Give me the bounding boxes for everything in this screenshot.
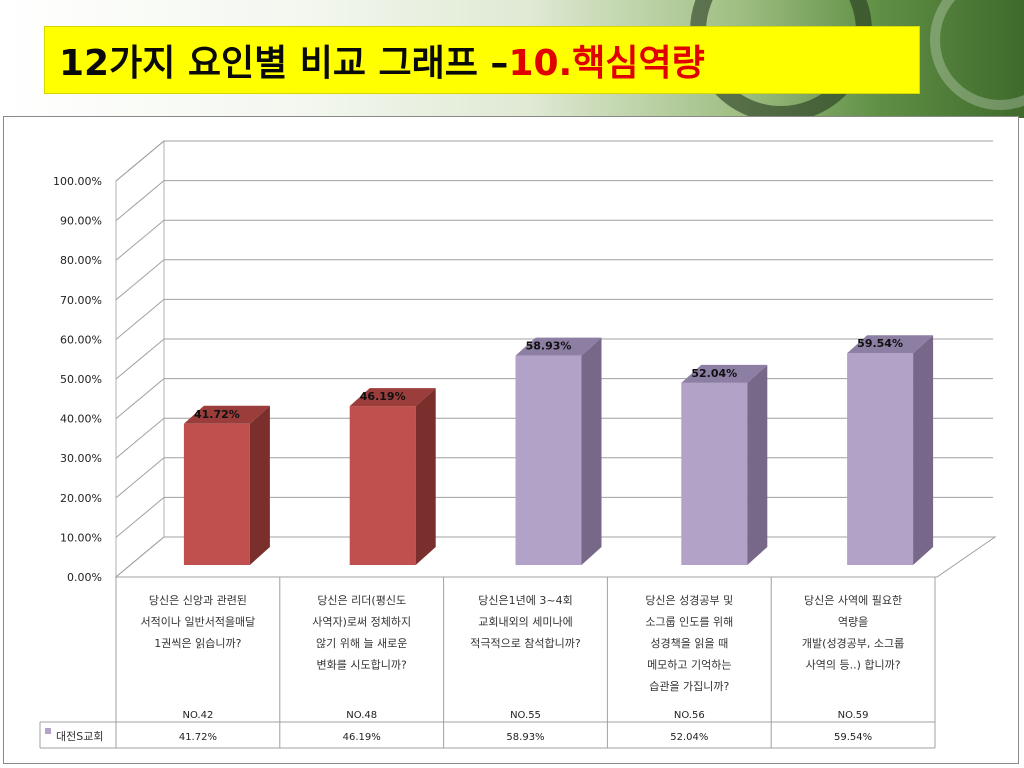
category-label-line: 서적이나 일반서적을매달 [140,615,255,629]
gridline-diagonal [115,299,165,340]
table-value: 59.54% [834,732,872,743]
category-label-line: 사역의 등..) 합니까? [806,659,901,672]
category-label-line: 당신은 신앙과 관련된 [149,594,247,607]
category-label-line: 개발(성경공부, 소그룹 [802,637,904,650]
bar-top [847,335,934,354]
data-label: 52.04% [691,367,737,380]
table-value: 41.72% [179,732,217,743]
category-code: NO.42 [182,710,213,721]
table-value: 46.19% [343,732,381,743]
gridline-diagonal [115,497,165,538]
title-highlight-text: 10.핵심역량 [508,43,705,84]
category-label-line: 성경책을 읽을 때 [650,637,728,650]
y-tick-label: 0.00% [67,571,102,584]
page-title: 12가지 요인별 비교 그래프 – 10.핵심역량 [44,26,920,94]
y-tick-label: 40.00% [60,413,102,426]
category-code: NO.56 [674,710,705,721]
category-code: NO.59 [838,710,869,721]
gridline-diagonal [115,417,165,459]
gridline-diagonal [115,378,165,419]
data-label: 59.54% [857,337,903,350]
bar-side [249,405,270,565]
category-label-line: 역량을 [838,616,868,629]
category-label-line: 당신은 성경공부 및 [645,594,733,607]
category-label-line: 습관을 가집니까? [649,680,729,693]
bar-top [349,388,436,407]
y-tick-label: 60.00% [60,333,102,346]
bar-top [681,364,768,383]
bar-side [415,388,436,565]
gridline-diagonal [115,457,165,499]
y-tick-label: 100.00% [53,175,102,188]
y-tick-label: 30.00% [60,452,102,465]
y-tick-label: 70.00% [60,294,102,307]
category-code: NO.55 [510,710,541,721]
category-label-line: 적극적으로 참석합니까? [470,637,581,650]
bar-side [913,335,934,565]
category-label-line: 않기 위해 늘 새로운 [316,636,407,650]
data-label: 46.19% [360,390,406,403]
data-label: 58.93% [526,340,572,353]
legend-swatch [45,728,51,734]
category-label-line: 당신은 리더(평신도 [317,594,406,607]
data-label: 41.72% [194,408,240,421]
bar-side [747,364,768,565]
category-label-line: 당신은1년에 3~4회 [478,594,572,607]
category-code: NO.48 [346,710,377,721]
bar [349,406,416,565]
bar [847,353,914,565]
category-label-line: 교회내외의 세미나에 [478,616,573,629]
y-tick-label: 50.00% [60,373,102,386]
bar [183,423,250,565]
category-label-line: 당신은 사역에 필요한 [804,594,902,607]
y-tick-label: 90.00% [60,215,102,228]
table-value: 52.04% [670,732,708,743]
gridline-diagonal [115,140,165,182]
bar [515,355,582,565]
y-tick-label: 20.00% [60,492,102,505]
category-label-line: 변화를 시도합니까? [317,659,407,672]
bar-side [581,337,602,565]
category-label-line: 소그룹 인도를 위해 [645,615,733,629]
category-label-line: 1권씩은 읽습니까? [154,637,241,650]
y-tick-label: 10.00% [60,531,102,544]
table-value: 58.93% [506,732,544,743]
legend-label: 대전S교회 [56,730,103,743]
gridline-diagonal [115,259,165,301]
gridline-diagonal [115,219,165,261]
gridline-diagonal [115,180,165,221]
bar [681,382,748,565]
bar-top [515,337,602,356]
category-label-line: 메모하고 기억하는 [647,658,731,672]
title-main-text: 12가지 요인별 비교 그래프 – [59,43,509,84]
decorative-ring-small [930,0,1024,110]
y-tick-label: 80.00% [60,254,102,267]
gridline-diagonal [115,338,165,380]
bar-top [183,405,270,424]
category-label-line: 사역자)로써 정체하지 [312,615,411,629]
